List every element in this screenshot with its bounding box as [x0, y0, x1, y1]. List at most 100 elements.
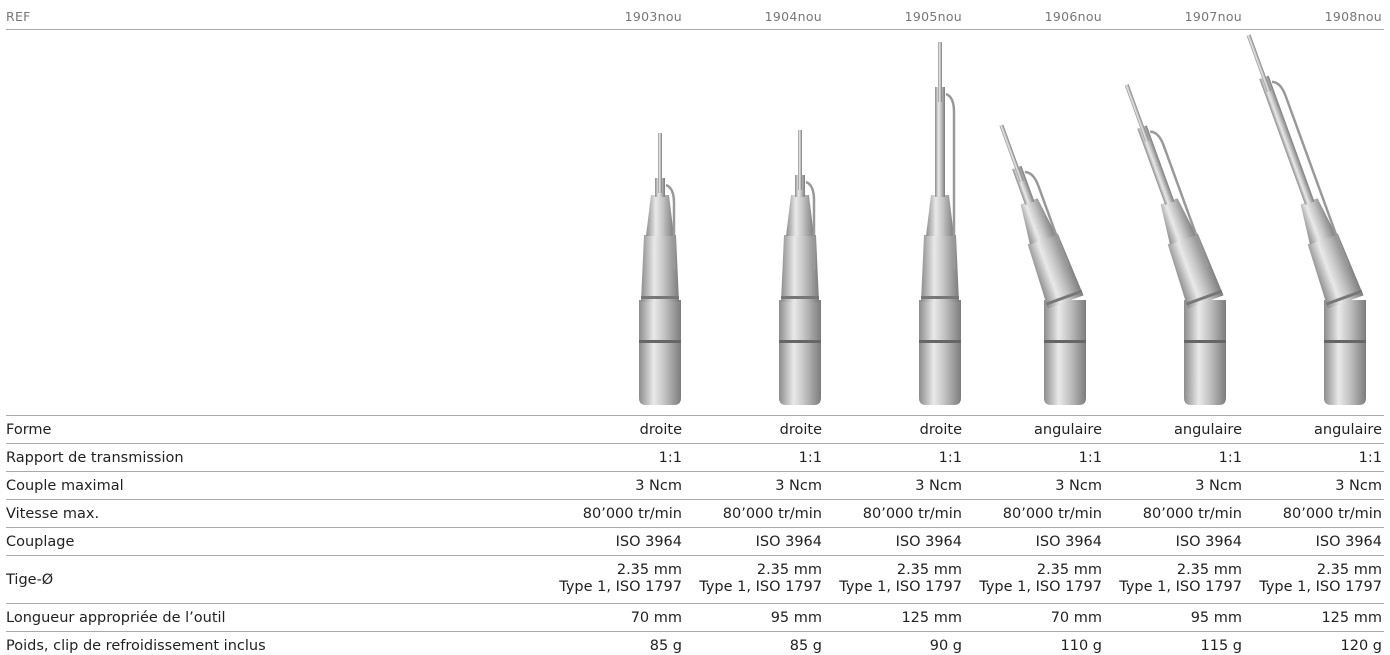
cell-line: Type 1, ISO 1797	[699, 579, 822, 595]
head	[1124, 84, 1224, 309]
tool	[1246, 34, 1271, 93]
cell: ISO 3964	[1315, 534, 1382, 550]
cell: 80’000 tr/min	[722, 506, 822, 522]
cell: 80’000 tr/min	[862, 506, 962, 522]
clip	[1271, 80, 1350, 268]
cell: 70 mm	[1050, 610, 1102, 626]
row-label: Couple maximal	[6, 478, 124, 494]
cell: 3 Ncm	[1195, 478, 1242, 494]
grip	[919, 300, 961, 405]
head	[921, 42, 959, 302]
cell: droite	[639, 422, 682, 438]
cell: angulaire	[1034, 422, 1102, 438]
clip	[665, 183, 676, 270]
collar	[646, 195, 674, 236]
column-ref: 1904nou	[764, 9, 822, 24]
collar	[1300, 198, 1337, 245]
cell: 3 Ncm	[635, 478, 682, 494]
head	[999, 124, 1084, 309]
cell: ISO 3964	[1035, 534, 1102, 550]
cell: 3 Ncm	[915, 478, 962, 494]
clip	[945, 92, 956, 270]
row-label: Forme	[6, 422, 52, 438]
cell: 80’000 tr/min	[582, 506, 682, 522]
row-rule	[6, 555, 1384, 556]
row-rule	[6, 527, 1384, 528]
row-rule	[6, 415, 1384, 416]
handpiece	[779, 130, 821, 405]
cell-line: 2.35 mm	[616, 562, 682, 578]
grip	[1324, 300, 1366, 405]
sleeve	[1259, 75, 1315, 205]
grip	[1044, 300, 1086, 405]
ring	[779, 340, 821, 343]
cell: 95 mm	[770, 610, 822, 626]
cell: ISO 3964	[895, 534, 962, 550]
ring	[641, 296, 679, 299]
header-label: REF	[6, 9, 31, 24]
neck	[641, 235, 679, 302]
handpiece	[919, 42, 961, 405]
cell-line: Type 1, ISO 1797	[559, 579, 682, 595]
cell: 95 mm	[1190, 610, 1242, 626]
ring	[1324, 340, 1366, 343]
cell-line: 2.35 mm	[756, 562, 822, 578]
tool	[798, 130, 802, 190]
cell-line: 2.35 mm	[1176, 562, 1242, 578]
row-rule	[6, 631, 1384, 632]
cell: 85 g	[789, 638, 822, 654]
row-rule	[6, 603, 1384, 604]
row-label: Couplage	[6, 534, 75, 550]
cell: 1:1	[658, 450, 682, 466]
tool	[938, 42, 942, 102]
sleeve	[1012, 165, 1035, 205]
row-rule	[6, 471, 1384, 472]
ring	[781, 296, 819, 299]
row-rule	[6, 499, 1384, 500]
cell: droite	[919, 422, 962, 438]
tool	[658, 133, 662, 193]
head	[641, 133, 679, 302]
column-ref: 1905nou	[904, 9, 962, 24]
clip	[1024, 170, 1070, 268]
cell: 3 Ncm	[1055, 478, 1102, 494]
handpiece	[1124, 84, 1226, 405]
collar	[1020, 198, 1057, 245]
neck	[1307, 233, 1364, 309]
ring	[1045, 289, 1083, 306]
cell: 1:1	[1078, 450, 1102, 466]
cell: angulaire	[1314, 422, 1382, 438]
cell: 115 g	[1200, 638, 1243, 654]
row-rule	[6, 443, 1384, 444]
cell: 125 mm	[901, 610, 962, 626]
row-label: Tige-Ø	[6, 572, 54, 588]
sleeve	[935, 87, 945, 197]
cell: 80’000 tr/min	[1002, 506, 1102, 522]
cell: 3 Ncm	[1335, 478, 1382, 494]
cell: 1:1	[1358, 450, 1382, 466]
cell-line: Type 1, ISO 1797	[1119, 579, 1242, 595]
column-ref: 1906nou	[1044, 9, 1102, 24]
ring	[921, 296, 959, 299]
cell-line: 2.35 mm	[1036, 562, 1102, 578]
column-ref: 1908nou	[1324, 9, 1382, 24]
cell: 110 g	[1060, 638, 1103, 654]
cell: 80’000 tr/min	[1282, 506, 1382, 522]
column-ref: 1907nou	[1184, 9, 1242, 24]
cell: 3 Ncm	[775, 478, 822, 494]
cell-line: Type 1, ISO 1797	[1259, 579, 1382, 595]
collar	[926, 195, 954, 236]
cell: 80’000 tr/min	[1142, 506, 1242, 522]
cell: ISO 3964	[615, 534, 682, 550]
grip	[639, 300, 681, 405]
cell-line: 2.35 mm	[1316, 562, 1382, 578]
head	[781, 130, 819, 302]
cell: 125 mm	[1321, 610, 1382, 626]
ring	[1325, 289, 1363, 306]
cell: ISO 3964	[755, 534, 822, 550]
row-label: Longueur appropriée de l’outil	[6, 610, 226, 626]
clip	[1149, 130, 1210, 268]
